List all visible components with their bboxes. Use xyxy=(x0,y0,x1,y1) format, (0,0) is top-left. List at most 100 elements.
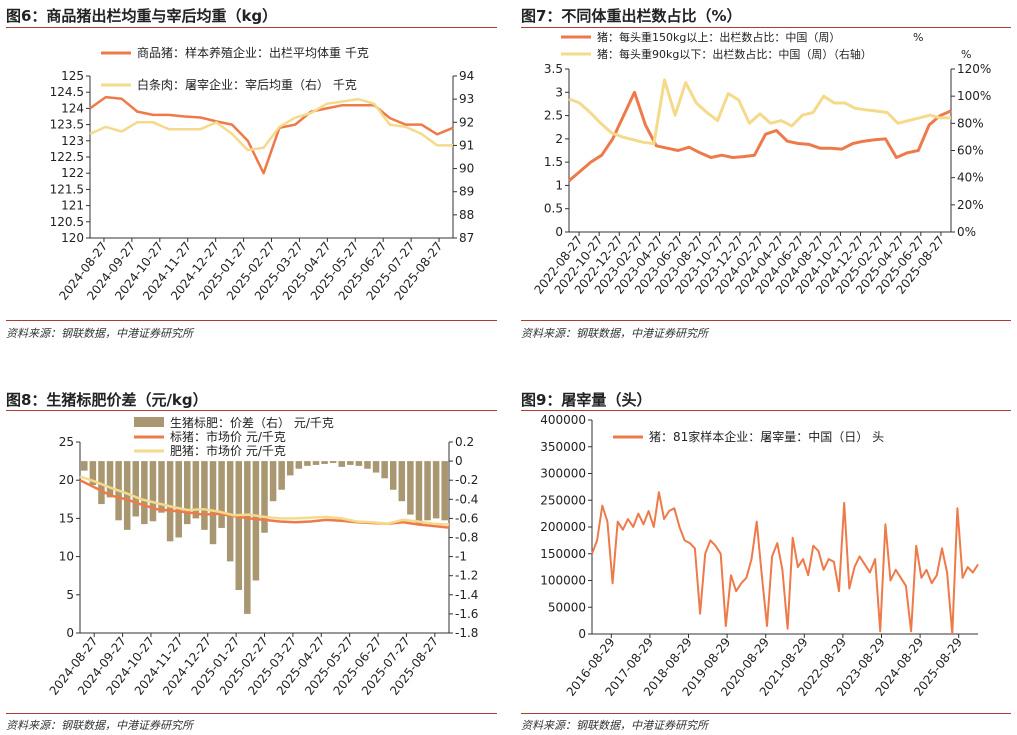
title-rule xyxy=(6,27,497,28)
y-tick-label-left: 10 xyxy=(59,550,74,564)
y-tick-label-left: 122 xyxy=(61,166,84,180)
bar xyxy=(407,461,414,515)
y-tick-label-right: 120% xyxy=(957,62,991,76)
y-tick-label-right: -1.8 xyxy=(455,626,478,640)
legend-label: 标猪：市场价 元/千克 xyxy=(170,429,286,444)
chart-fig6: 120 120.5 121 121.5 122 122.5 123 123.5 124 124.5… xyxy=(50,45,475,303)
y-tick-label-left: 200000 xyxy=(540,520,586,534)
bar xyxy=(106,461,114,498)
legend-label: 猪：每头重90kg以下：出栏数占比：中国（周）（右轴） xyxy=(597,47,872,61)
bar xyxy=(123,461,131,530)
bar xyxy=(175,461,182,538)
y-tick-label-right: 93 xyxy=(459,92,474,106)
y-tick-label-left: 3.5 xyxy=(544,62,563,76)
y-tick-label-right: 87 xyxy=(459,231,474,245)
y-tick-label-left: 100000 xyxy=(540,574,586,588)
series-line xyxy=(79,475,450,526)
y-tick-label-right: -0.6 xyxy=(455,511,478,525)
bar xyxy=(269,461,277,502)
bar xyxy=(166,461,174,542)
bar xyxy=(81,461,88,471)
legend-label: 白条肉：屠宰企业：宰后均重（右） 千克 xyxy=(137,77,357,92)
y-tick-label-right: 40% xyxy=(957,171,984,185)
y-tick-label-right: -1.2 xyxy=(455,569,478,583)
panel-title: 图7：不同体重出栏数占比（%） xyxy=(521,7,742,25)
bar xyxy=(372,461,380,473)
panel-fig8: 图8：生猪标肥价差（元/kg） 0 5 10 15 20 25 0.2 0 -0.2 -0.4 -0… xyxy=(6,388,497,733)
chart-fig9: 0 50000 100000 150000 200000 250000 300000 3500… xyxy=(540,413,979,699)
bar xyxy=(295,461,303,469)
y-tick-label-left: 0 xyxy=(578,627,586,641)
bar xyxy=(244,461,251,614)
series-line xyxy=(89,97,453,152)
y-tick-label-left: 123 xyxy=(61,134,84,148)
y-tick-label-left: 3 xyxy=(555,85,563,99)
title-rule xyxy=(521,27,1011,28)
y-tick-label-right: 100% xyxy=(957,89,991,103)
y-tick-label-right: 0% xyxy=(957,225,976,239)
bar xyxy=(89,461,97,485)
y-tick-label-right: -1.4 xyxy=(455,588,478,602)
title-rule xyxy=(521,410,1011,411)
bar xyxy=(98,461,105,505)
y-tick-label-left: 120.5 xyxy=(50,215,84,229)
y-tick-label-right: 94 xyxy=(459,69,474,83)
y-tick-label-left: 25 xyxy=(59,435,74,449)
y-tick-label-left: 121.5 xyxy=(50,182,84,196)
y-tick-label-right: 20% xyxy=(957,198,984,212)
y-tick-label-right: -0.4 xyxy=(455,492,478,506)
bar xyxy=(226,461,234,562)
y-tick-label-right: 92 xyxy=(459,115,474,129)
y-tick-label-right: -1 xyxy=(455,550,467,564)
y-tick-label-right: 60% xyxy=(957,144,984,158)
y-tick-label-left: 0.5 xyxy=(544,202,563,216)
series-line xyxy=(568,90,952,182)
bottom-rule xyxy=(521,320,1011,321)
legend-unit: % xyxy=(913,31,923,44)
bar xyxy=(149,461,157,522)
y-tick-label-left: 122.5 xyxy=(50,150,84,164)
bar xyxy=(312,461,320,465)
y-tick-label-left: 125 xyxy=(61,69,84,83)
bar xyxy=(141,461,148,525)
bar xyxy=(158,461,165,513)
bar xyxy=(286,461,294,476)
bar xyxy=(201,461,208,530)
y-tick-label-right: -1.6 xyxy=(455,607,478,621)
bar xyxy=(278,461,285,490)
legend-label: 商品猪：样本养殖企业：出栏平均体重 千克 xyxy=(137,45,369,60)
y-tick-label-left: 2 xyxy=(555,132,563,146)
bar xyxy=(252,461,260,581)
bar xyxy=(184,461,191,525)
bar xyxy=(441,461,448,521)
legend-label: 猪：81家样本企业：屠宰量：中国（日） 头 xyxy=(649,429,884,444)
series-line xyxy=(568,78,951,146)
y-tick-label-left: 0 xyxy=(66,626,74,640)
bar xyxy=(321,461,328,464)
chart-fig8: 0 5 10 15 20 25 0.2 0 -0.2 -0.4 -0.6 -0.8 -1 -1.2 -1.4… xyxy=(47,415,479,698)
bottom-rule xyxy=(521,713,1011,714)
y-tick-label-left: 350000 xyxy=(540,440,586,454)
panel-title: 图9：屠宰量（头） xyxy=(521,391,652,409)
legend-label: 生猪标肥：价差（右） 元/千克 xyxy=(170,415,334,430)
bar xyxy=(235,461,243,591)
panel-title: 图6：商品猪出栏均重与宰后均重（kg） xyxy=(6,7,278,25)
bar xyxy=(415,461,423,525)
bar xyxy=(364,461,371,469)
bar xyxy=(424,461,431,521)
bottom-rule xyxy=(6,713,497,714)
y-tick-label-left: 2.5 xyxy=(544,109,563,123)
source-note: 资料来源：钢联数据，中港证券研究所 xyxy=(521,719,708,732)
y-tick-label-right: 80% xyxy=(957,116,984,130)
bar xyxy=(132,461,140,517)
bar xyxy=(389,461,397,490)
y-tick-label-left: 400000 xyxy=(540,413,586,427)
bar xyxy=(192,461,200,519)
title-rule xyxy=(6,410,497,411)
bottom-rule xyxy=(6,320,497,321)
y-tick-label-right: 91 xyxy=(459,138,474,152)
panel-fig9: 图9：屠宰量（头） 0 50000 100000 150000 200000 250000… xyxy=(521,388,1011,733)
y-tick-label-left: 124.5 xyxy=(50,85,84,99)
bar xyxy=(347,461,354,465)
legend-label: 肥猪：市场价 元/千克 xyxy=(170,443,286,458)
